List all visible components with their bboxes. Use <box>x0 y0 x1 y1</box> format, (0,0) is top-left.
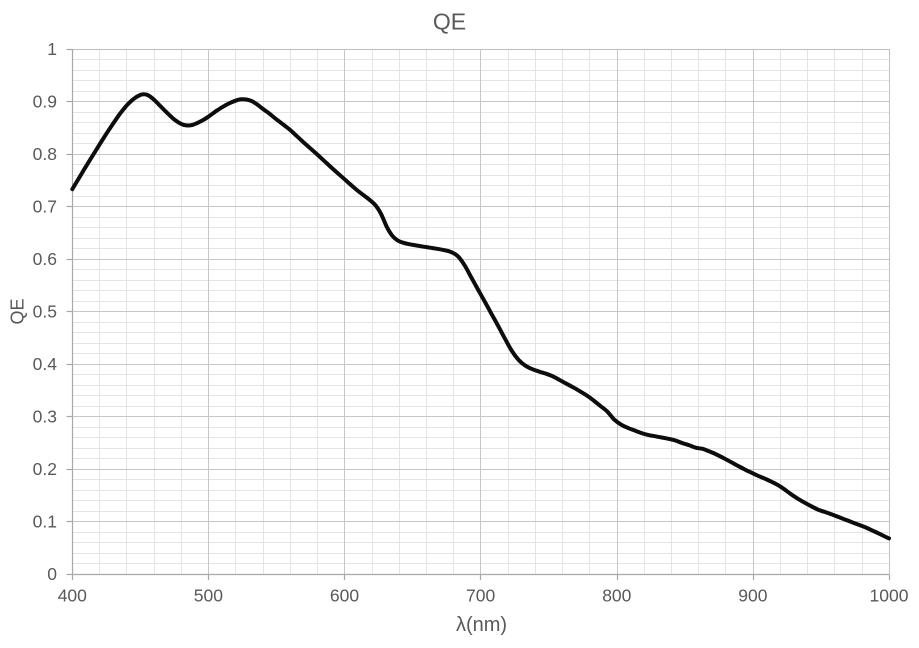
svg-text:1: 1 <box>47 39 57 59</box>
svg-text:0.4: 0.4 <box>33 354 58 374</box>
svg-text:700: 700 <box>466 586 495 606</box>
svg-text:QE: QE <box>7 298 27 324</box>
svg-text:0.2: 0.2 <box>33 459 57 479</box>
svg-text:0.7: 0.7 <box>33 197 57 217</box>
svg-text:600: 600 <box>330 586 359 606</box>
svg-text:400: 400 <box>58 586 87 606</box>
svg-text:QE: QE <box>433 9 466 35</box>
svg-text:0.1: 0.1 <box>33 512 57 532</box>
svg-text:0: 0 <box>47 564 57 584</box>
svg-text:1000: 1000 <box>870 586 909 606</box>
svg-text:0.6: 0.6 <box>33 249 57 269</box>
svg-text:900: 900 <box>738 586 767 606</box>
svg-text:0.3: 0.3 <box>33 407 57 427</box>
svg-text:0.8: 0.8 <box>33 144 57 164</box>
svg-text:λ(nm): λ(nm) <box>456 614 507 636</box>
svg-text:500: 500 <box>194 586 223 606</box>
svg-text:0.5: 0.5 <box>33 302 57 322</box>
svg-text:0.9: 0.9 <box>33 92 57 112</box>
svg-text:800: 800 <box>602 586 631 606</box>
